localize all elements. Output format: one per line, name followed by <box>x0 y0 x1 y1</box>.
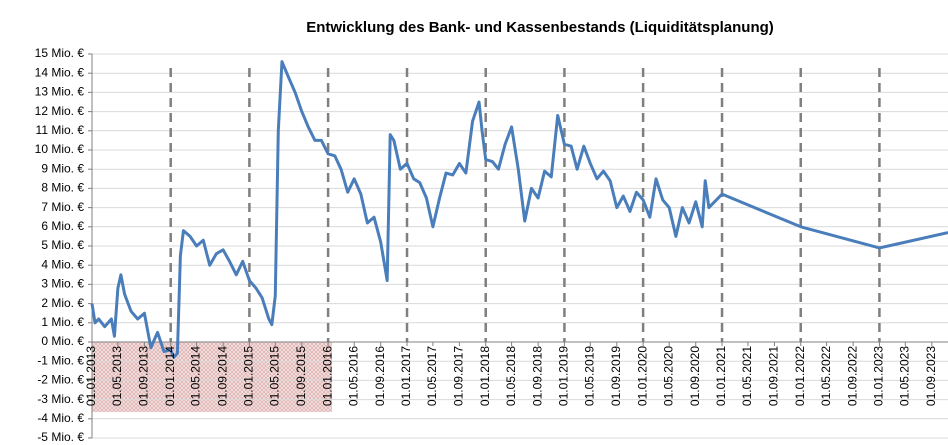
x-tick-label: 01.05.2014 <box>189 346 203 406</box>
y-tick-label: 0 Mio. € <box>41 334 84 348</box>
y-tick-label: -4 Mio. € <box>37 411 84 425</box>
x-tick-label: 01.05.2022 <box>819 346 833 406</box>
x-tick-label: 01.01.2014 <box>163 346 177 406</box>
y-tick-label: 12 Mio. € <box>35 104 85 118</box>
y-tick-label: 13 Mio. € <box>35 85 85 99</box>
y-tick-label: 11 Mio. € <box>36 123 85 137</box>
x-tick-label: 01.01.2015 <box>242 346 256 406</box>
x-tick-label: 01.05.2020 <box>661 346 675 406</box>
x-tick-label: 01.01.2019 <box>557 346 571 406</box>
y-tick-label: 8 Mio. € <box>41 181 84 195</box>
y-tick-label: 6 Mio. € <box>41 219 84 233</box>
x-tick-label: 01.09.2017 <box>452 346 466 406</box>
x-tick-label: 01.01.2021 <box>714 346 728 406</box>
x-tick-label: 01.01.2013 <box>84 346 98 406</box>
y-tick-label: 10 Mio. € <box>35 142 85 156</box>
y-tick-label: -5 Mio. € <box>37 430 84 444</box>
y-tick-label: 15 Mio. € <box>35 46 85 60</box>
x-tick-label: 01.09.2014 <box>215 346 229 406</box>
x-tick-label: 01.09.2018 <box>530 346 544 406</box>
y-tick-label: 9 Mio. € <box>41 161 84 175</box>
x-tick-label: 01.05.2023 <box>897 346 911 406</box>
x-tick-label: 01.09.2015 <box>294 346 308 406</box>
x-tick-label: 01.01.2020 <box>635 346 649 406</box>
x-tick-label: 01.01.2018 <box>478 346 492 406</box>
x-tick-label: 01.05.2016 <box>346 346 360 406</box>
x-tick-label: 01.05.2017 <box>425 346 439 406</box>
y-tick-label: 14 Mio. € <box>35 65 85 79</box>
x-tick-label: 01.05.2015 <box>267 346 281 406</box>
x-tick-label: 01.05.2021 <box>740 346 754 406</box>
y-tick-label: -1 Mio. € <box>37 353 84 367</box>
data-line <box>90 60 948 359</box>
negative-zone <box>92 342 332 412</box>
y-tick-label: 1 Mio. € <box>41 315 84 329</box>
x-tick-label: 01.09.2021 <box>767 346 781 406</box>
x-tick-label: 01.09.2019 <box>609 346 623 406</box>
y-tick-label: 4 Mio. € <box>41 257 84 271</box>
x-tick-label: 01.05.2018 <box>504 346 518 406</box>
x-tick-label: 01.09.2022 <box>845 346 859 406</box>
x-tick-label: 01.09.2016 <box>373 346 387 406</box>
y-tick-label: 7 Mio. € <box>41 200 84 214</box>
y-tick-label: 2 Mio. € <box>41 296 84 310</box>
y-tick-label: 3 Mio. € <box>41 277 84 291</box>
x-tick-label: 01.01.2023 <box>872 346 886 406</box>
y-tick-label: 5 Mio. € <box>41 238 84 252</box>
x-tick-label: 01.01.2017 <box>399 346 413 406</box>
chart-title: Entwicklung des Bank- und Kassenbestands… <box>306 19 774 36</box>
x-tick-label: 01.01.2022 <box>793 346 807 406</box>
x-tick-label: 01.05.2013 <box>110 346 124 406</box>
x-tick-label: 01.01.2016 <box>320 346 334 406</box>
x-tick-label: 01.09.2013 <box>137 346 151 406</box>
y-tick-label: -3 Mio. € <box>37 392 84 406</box>
x-tick-label: 01.09.2023 <box>924 346 938 406</box>
y-tick-label: -2 Mio. € <box>37 373 84 387</box>
x-tick-label: 01.09.2020 <box>688 346 702 406</box>
x-tick-label: 01.05.2019 <box>582 346 596 406</box>
